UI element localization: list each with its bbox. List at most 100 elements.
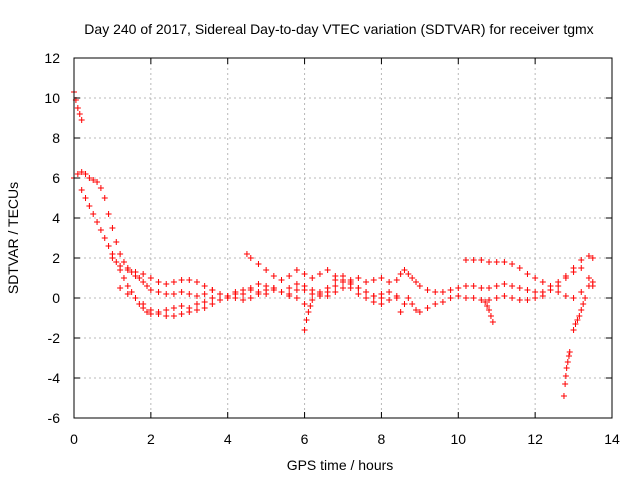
data-point bbox=[209, 287, 216, 293]
data-point bbox=[455, 285, 462, 291]
data-point bbox=[186, 277, 193, 283]
data-point bbox=[301, 271, 308, 277]
data-point bbox=[201, 299, 208, 305]
data-point bbox=[582, 295, 589, 301]
data-point bbox=[413, 307, 420, 313]
data-point bbox=[572, 321, 579, 327]
data-point bbox=[74, 171, 81, 177]
y-tick-label: 4 bbox=[52, 210, 60, 226]
data-point bbox=[432, 301, 439, 307]
data-point bbox=[470, 295, 477, 301]
data-point bbox=[163, 281, 170, 287]
data-point bbox=[307, 303, 314, 309]
x-tick-label: 0 bbox=[70, 431, 78, 447]
data-point bbox=[493, 295, 500, 301]
data-point bbox=[489, 319, 496, 325]
series-track-e bbox=[109, 255, 216, 293]
data-point bbox=[509, 261, 516, 267]
data-point bbox=[301, 287, 308, 293]
data-point bbox=[589, 279, 596, 285]
data-point bbox=[243, 251, 250, 257]
data-point bbox=[286, 285, 293, 291]
data-point bbox=[303, 317, 310, 323]
data-point bbox=[240, 287, 247, 293]
data-point bbox=[555, 289, 562, 295]
data-point bbox=[97, 185, 104, 191]
data-point bbox=[470, 283, 477, 289]
data-point bbox=[493, 259, 500, 265]
series-track-k bbox=[482, 299, 496, 325]
series-track-d bbox=[117, 273, 385, 319]
data-point bbox=[516, 297, 523, 303]
series-track-h bbox=[397, 253, 596, 295]
data-point bbox=[509, 283, 516, 289]
data-point bbox=[416, 283, 423, 289]
data-point bbox=[140, 279, 147, 285]
data-point bbox=[132, 295, 139, 301]
data-point bbox=[560, 393, 567, 399]
data-point bbox=[86, 203, 93, 209]
data-point bbox=[170, 291, 177, 297]
data-point bbox=[293, 267, 300, 273]
data-point bbox=[484, 303, 491, 309]
data-point bbox=[378, 301, 385, 307]
data-point bbox=[401, 267, 408, 273]
data-point bbox=[565, 353, 572, 359]
data-point bbox=[293, 287, 300, 293]
data-point bbox=[413, 279, 420, 285]
data-point bbox=[170, 313, 177, 319]
data-point bbox=[247, 255, 254, 261]
data-point bbox=[424, 305, 431, 311]
data-point bbox=[578, 307, 585, 313]
data-point bbox=[247, 285, 254, 291]
series-track-c bbox=[78, 187, 400, 317]
data-point bbox=[570, 269, 577, 275]
data-point bbox=[470, 257, 477, 263]
data-point bbox=[570, 295, 577, 301]
series-track-i bbox=[397, 265, 596, 315]
x-axis-label: GPS time / hours bbox=[287, 457, 394, 473]
data-point bbox=[97, 227, 104, 233]
data-point bbox=[94, 179, 101, 185]
data-point bbox=[555, 279, 562, 285]
data-point bbox=[401, 301, 408, 307]
data-point bbox=[117, 263, 124, 269]
data-point bbox=[224, 295, 231, 301]
y-tick-label: -6 bbox=[48, 410, 61, 426]
data-point bbox=[524, 287, 531, 293]
data-point bbox=[340, 277, 346, 283]
plot-frame bbox=[73, 57, 613, 419]
data-point bbox=[397, 271, 404, 277]
data-point bbox=[355, 285, 362, 291]
data-point bbox=[332, 283, 339, 289]
data-point bbox=[570, 327, 577, 333]
data-point bbox=[478, 285, 485, 291]
data-point bbox=[487, 313, 494, 319]
x-tick-label: 12 bbox=[527, 431, 543, 447]
data-point bbox=[564, 359, 571, 365]
y-axis-label: SDTVAR / TECUs bbox=[5, 182, 21, 294]
data-point bbox=[524, 271, 531, 277]
data-point bbox=[386, 289, 393, 295]
data-point bbox=[563, 365, 570, 371]
data-point bbox=[140, 301, 147, 307]
data-point bbox=[393, 277, 400, 283]
data-point bbox=[578, 289, 585, 295]
data-point bbox=[378, 275, 385, 281]
data-point bbox=[486, 259, 493, 265]
data-point bbox=[516, 265, 523, 271]
y-tick-label: 6 bbox=[52, 170, 60, 186]
data-point bbox=[370, 293, 377, 299]
data-point bbox=[347, 285, 354, 291]
data-point bbox=[439, 299, 446, 305]
data-point bbox=[82, 171, 89, 177]
data-point bbox=[94, 219, 101, 225]
data-point bbox=[405, 271, 412, 277]
data-point bbox=[293, 295, 300, 301]
data-point bbox=[397, 309, 404, 315]
data-point bbox=[539, 293, 546, 299]
data-point bbox=[447, 295, 454, 301]
data-point bbox=[155, 289, 162, 295]
data-point bbox=[105, 243, 112, 249]
data-point bbox=[439, 289, 446, 295]
